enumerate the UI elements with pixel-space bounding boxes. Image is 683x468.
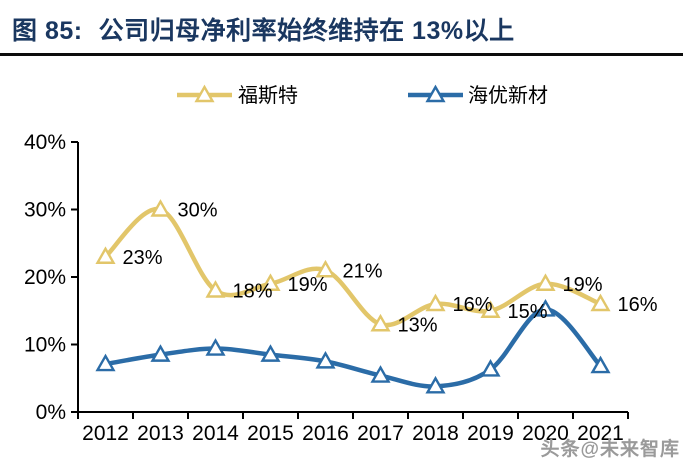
foster-point-label: 21% bbox=[343, 260, 383, 282]
x-tick-label: 2020 bbox=[522, 422, 569, 445]
haiyou-marker bbox=[425, 375, 446, 394]
foster-marker bbox=[260, 273, 281, 291]
haiyou-marker bbox=[315, 350, 336, 369]
y-tick-label: 20% bbox=[24, 266, 66, 289]
haiyou-marker bbox=[370, 365, 391, 383]
foster-marker bbox=[425, 293, 446, 312]
legend-haiyou-marker bbox=[425, 84, 446, 103]
foster-marker bbox=[480, 300, 501, 318]
foster-marker bbox=[150, 199, 171, 217]
foster-line bbox=[103, 206, 603, 328]
x-tick-label: 2014 bbox=[192, 422, 239, 445]
legend-item-haiyou: 海优新材 bbox=[408, 84, 548, 107]
foster-marker bbox=[535, 273, 556, 291]
haiyou-marker bbox=[260, 344, 281, 362]
foster-series bbox=[95, 199, 611, 332]
x-tick-label: 2018 bbox=[412, 422, 459, 445]
haiyou-marker bbox=[95, 353, 116, 372]
foster-point-label: 19% bbox=[563, 274, 603, 296]
x-tick-label: 2019 bbox=[467, 422, 514, 445]
x-tick-label: 2012 bbox=[82, 422, 129, 445]
foster-point-label: 23% bbox=[123, 247, 163, 269]
figure-title-text: 公司归母净利率始终维持在 13%以上 bbox=[98, 17, 515, 45]
y-tick-label: 0% bbox=[36, 401, 66, 424]
x-tick-label: 2013 bbox=[137, 422, 184, 445]
y-tick-label: 30% bbox=[24, 199, 66, 222]
foster-marker bbox=[95, 246, 116, 264]
foster-point-label: 19% bbox=[288, 274, 328, 296]
foster-point-label: 15% bbox=[508, 301, 548, 323]
foster-marker bbox=[590, 293, 611, 312]
haiyou-marker bbox=[205, 338, 226, 356]
x-tick-label: 2016 bbox=[302, 422, 349, 445]
haiyou-marker bbox=[480, 359, 501, 377]
y-tick-label: 10% bbox=[24, 334, 66, 357]
x-tick-label: 2021 bbox=[577, 422, 624, 445]
foster-marker bbox=[205, 280, 226, 298]
legend-foster-label: 福斯特 bbox=[238, 84, 298, 107]
figure-number-label: 图 85: bbox=[12, 17, 83, 45]
legend-foster-marker bbox=[194, 84, 215, 103]
x-tick-label: 2015 bbox=[247, 422, 294, 445]
legend-haiyou-label: 海优新材 bbox=[468, 84, 548, 107]
foster-marker bbox=[370, 313, 391, 332]
watermark-text: 头条@未来智库 bbox=[540, 439, 680, 460]
foster-point-label: 30% bbox=[178, 200, 218, 222]
foster-marker bbox=[315, 259, 336, 278]
foster-point-label: 18% bbox=[233, 281, 273, 303]
haiyou-marker bbox=[150, 344, 171, 362]
haiyou-series bbox=[95, 298, 611, 394]
haiyou-marker bbox=[590, 355, 611, 374]
x-tick-label: 2017 bbox=[357, 422, 404, 445]
foster-point-label: 13% bbox=[398, 314, 438, 336]
foster-point-label: 16% bbox=[453, 294, 493, 316]
haiyou-line bbox=[103, 307, 603, 389]
legend-item-foster: 福斯特 bbox=[177, 84, 298, 107]
figure-title-bar: 图 85: 公司归母净利率始终维持在 13%以上 bbox=[12, 11, 515, 47]
title-divider bbox=[0, 53, 683, 56]
haiyou-marker bbox=[535, 298, 556, 317]
y-tick-label: 40% bbox=[24, 131, 66, 154]
foster-point-label: 16% bbox=[618, 294, 658, 316]
